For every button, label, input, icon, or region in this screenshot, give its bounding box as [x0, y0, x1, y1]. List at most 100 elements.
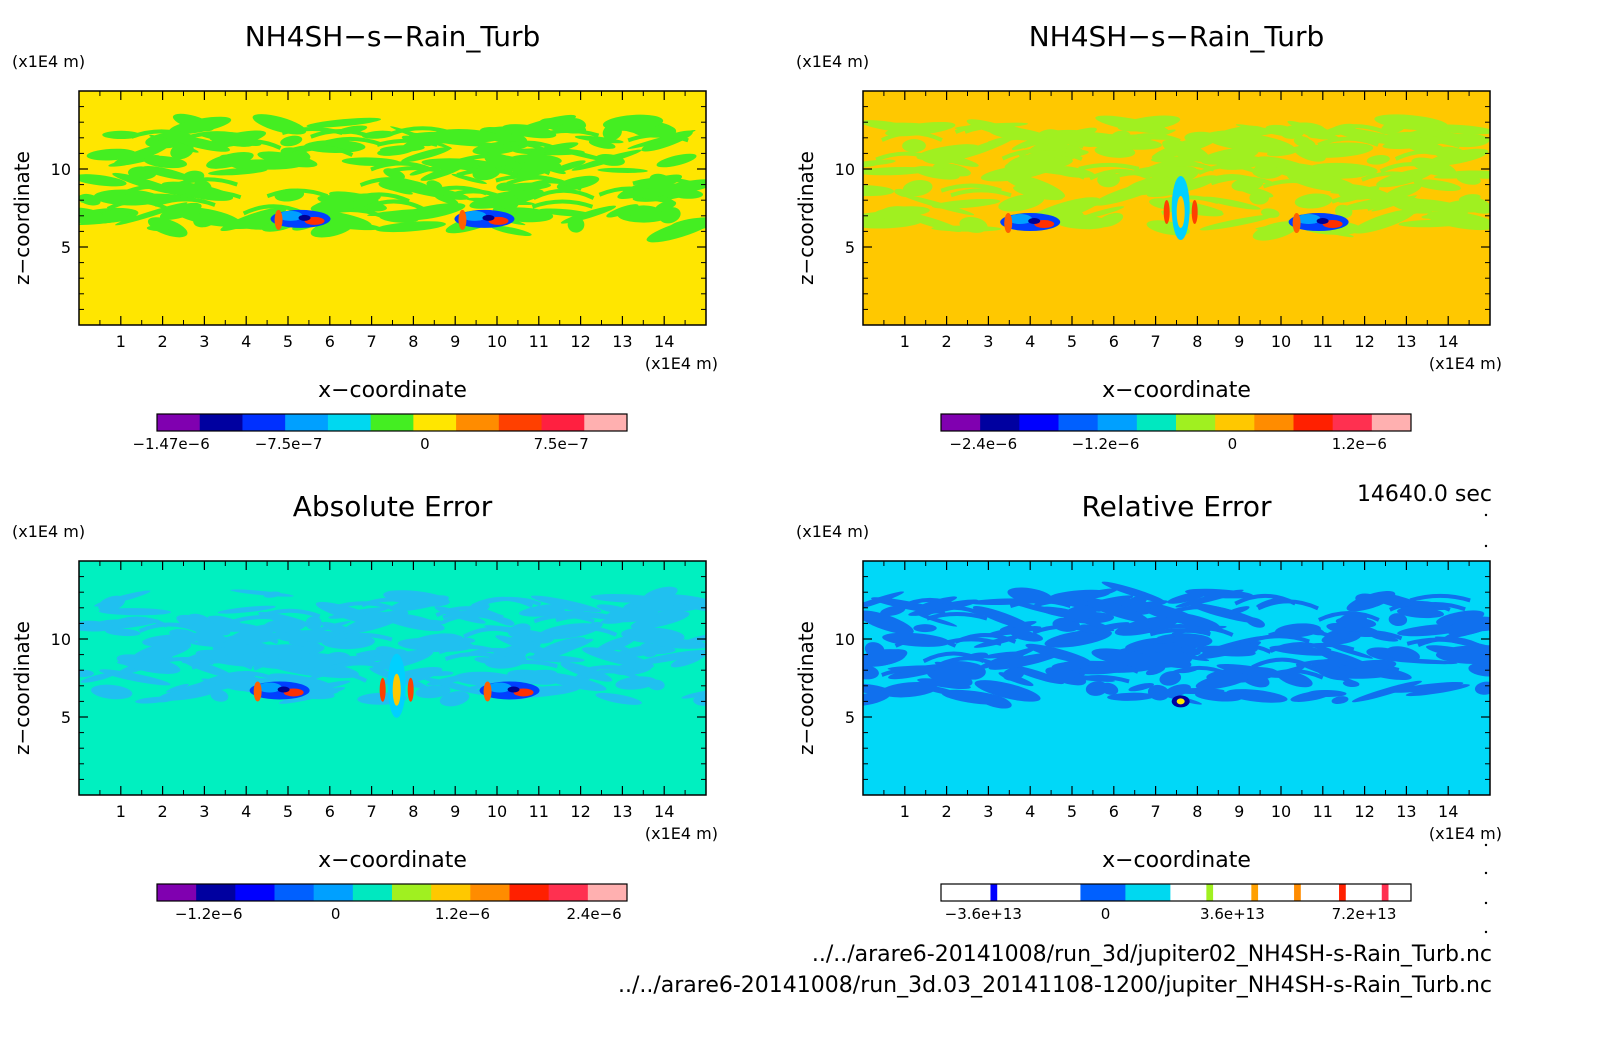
turbulence-blob: [143, 155, 188, 169]
colorbar-swatch: [1136, 414, 1177, 431]
turbulence-blob: [379, 212, 420, 223]
x-tick-label: 12: [1354, 802, 1374, 821]
turbulence-blob: [654, 179, 706, 196]
turbulence-blob: [1195, 672, 1252, 690]
colorbar-tick-label: 7.5e−7: [534, 435, 589, 453]
turbulence-blob: [606, 204, 639, 218]
x-tick-label: 6: [1109, 332, 1119, 351]
turbulence-swirl: [881, 131, 943, 142]
turbulence-blob: [915, 596, 958, 611]
colorbar-swatch: [313, 884, 354, 901]
turbulence-blob: [596, 604, 630, 614]
turbulence-swirl: [1094, 623, 1157, 636]
colorbar-swatch: [1294, 884, 1302, 901]
turbulence-swirl: [577, 665, 640, 675]
y-tick-label: 10: [51, 630, 71, 649]
turbulence-blob: [1384, 183, 1422, 200]
colorbar-swatch: [1035, 884, 1081, 901]
turbulence-swirl: [370, 161, 432, 172]
turbulence-swirl: [456, 168, 518, 177]
turbulence-blob: [669, 217, 706, 232]
turbulence-swirl: [940, 183, 1002, 193]
turbulence-blob: [1370, 634, 1399, 642]
turbulence-blob: [113, 143, 169, 166]
vortex-edge: [1004, 213, 1013, 234]
turbulence-blob: [588, 139, 616, 149]
x-tick-label: 6: [325, 802, 335, 821]
turbulence-swirl: [362, 199, 425, 211]
vortex-core: [1296, 214, 1321, 225]
chart-title: Relative Error: [1081, 490, 1272, 523]
turbulence-swirl: [438, 644, 500, 655]
turbulence-swirl: [1404, 601, 1466, 612]
turbulence-blob: [401, 147, 452, 163]
x-unit-label: (x1E4 m): [1429, 824, 1502, 843]
turbulence-blob: [902, 194, 975, 216]
time-label: 14640.0 sec: [1356, 482, 1492, 507]
x-tick-label: 14: [654, 802, 674, 821]
margin-dot: [1484, 513, 1488, 517]
colorbar-swatch: [1215, 414, 1255, 431]
column-edge: [1191, 200, 1198, 224]
turbulence-blob: [301, 680, 351, 692]
turbulence-blob: [671, 189, 704, 199]
turbulence-blob: [1163, 611, 1221, 630]
colorbar-swatch: [1176, 414, 1216, 431]
turbulence-blob: [279, 687, 346, 704]
colorbar-swatch: [1258, 884, 1295, 901]
turbulence-blob: [1097, 212, 1124, 228]
chart-title: Absolute Error: [293, 490, 493, 523]
turbulence-blob: [530, 595, 602, 613]
turbulence-swirl: [1376, 131, 1439, 142]
colorbar-swatch: [980, 414, 1020, 431]
turbulence-blob: [181, 658, 234, 678]
colorbar-swatch: [1300, 884, 1340, 901]
turbulence-blob: [158, 686, 221, 701]
turbulence-blob: [920, 148, 959, 165]
turbulence-blob: [1426, 210, 1490, 231]
margin-dot: [1484, 843, 1488, 847]
x-axis-label: x−coordinate: [1102, 848, 1251, 873]
chart-panel-4: Relative Error(x1E4 m)(x1E4 m)1 2 3 4 5 6 7 8 9 1…: [794, 490, 1502, 923]
turbulence-swirl: [348, 192, 410, 203]
turbulence-blob: [490, 225, 532, 236]
column-core: [1176, 196, 1185, 228]
y-unit-label: (x1E4 m): [12, 522, 85, 541]
turbulence-blob: [1093, 180, 1165, 206]
x-tick-label: 5: [283, 332, 293, 351]
turbulence-blob: [899, 211, 962, 233]
turbulence-blob: [1140, 121, 1176, 130]
turbulence-swirl: [1394, 149, 1457, 161]
turbulence-swirl: [1293, 642, 1355, 652]
turbulence-blob: [99, 669, 171, 686]
turbulence-blob: [1097, 134, 1131, 148]
turbulence-blob: [1265, 124, 1293, 134]
vortex-core: [257, 682, 282, 693]
colorbar-frame: [940, 413, 1412, 432]
y-tick-label: 5: [845, 708, 855, 727]
x-tick-label: 2: [942, 332, 952, 351]
x-tick-label: 12: [570, 332, 590, 351]
colorbar-swatch: [1170, 884, 1207, 901]
turbulence-blob: [166, 683, 189, 693]
colorbar: −1.2e−6 0 1.2e−6 2.4e−6: [156, 883, 628, 923]
turbulence-pattern: [863, 581, 1490, 709]
turbulence-swirl: [1407, 207, 1469, 216]
turbulence-blob: [146, 225, 169, 232]
turbulence-blob: [1433, 172, 1487, 179]
colorbar-swatch: [392, 884, 432, 901]
turbulence-swirl: [533, 613, 595, 624]
x-tick-label: 9: [450, 332, 460, 351]
turbulence-blob: [863, 610, 914, 635]
turbulence-swirl: [1022, 139, 1084, 149]
turbulence-blob: [1236, 185, 1274, 198]
x-tick-label: 5: [1067, 332, 1077, 351]
colorbar-swatch: [413, 414, 457, 431]
file-path-2: ../../arare6-20141008/run_3d.03_20141108…: [617, 973, 1492, 998]
turbulence-swirl: [1409, 593, 1471, 603]
turbulence-blob: [693, 694, 706, 706]
colorbar-tick-label: 0: [1101, 905, 1111, 923]
turbulence-blob: [191, 641, 258, 649]
turbulence-swirl: [1032, 624, 1094, 635]
turbulence-blob: [1322, 670, 1390, 679]
